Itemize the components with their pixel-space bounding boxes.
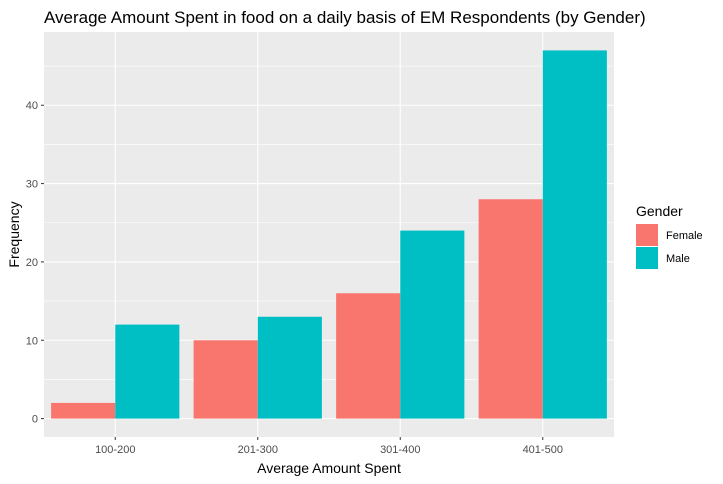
legend-label-female: Female bbox=[666, 230, 703, 242]
bar-male bbox=[115, 324, 180, 419]
y-tick-label: 10 bbox=[26, 335, 38, 347]
y-axis-ticks: 0 10 20 30 40 bbox=[26, 100, 44, 426]
legend-key-male bbox=[636, 247, 658, 269]
bar-female bbox=[336, 293, 401, 419]
bar-male bbox=[542, 50, 607, 419]
y-tick-label: 0 bbox=[32, 414, 38, 426]
x-tick-label: 301-400 bbox=[380, 444, 420, 456]
y-tick-label: 20 bbox=[26, 257, 38, 269]
bar-marks bbox=[51, 50, 607, 419]
chart-title: Average Amount Spent in food on a daily … bbox=[44, 8, 646, 27]
legend-label-male: Male bbox=[666, 253, 690, 265]
bar-female bbox=[478, 199, 543, 419]
x-axis-title: Average Amount Spent bbox=[257, 460, 401, 476]
bar-female bbox=[193, 340, 258, 419]
x-tick-label: 401-500 bbox=[523, 444, 563, 456]
x-tick-label: 100-200 bbox=[95, 444, 135, 456]
legend-key-female bbox=[636, 224, 658, 246]
x-tick-label: 201-300 bbox=[238, 444, 278, 456]
y-axis-title: Frequency bbox=[6, 201, 22, 267]
bar-male bbox=[400, 230, 465, 419]
legend: Gender Female Male bbox=[636, 203, 703, 269]
bar-female bbox=[51, 402, 116, 419]
y-tick-label: 40 bbox=[26, 100, 38, 112]
legend-items: Female Male bbox=[636, 224, 703, 269]
legend-title: Gender bbox=[636, 203, 683, 219]
x-axis-ticks: 100-200 201-300 301-400 401-500 bbox=[95, 437, 563, 456]
bar-male bbox=[257, 316, 322, 419]
y-tick-label: 30 bbox=[26, 179, 38, 191]
